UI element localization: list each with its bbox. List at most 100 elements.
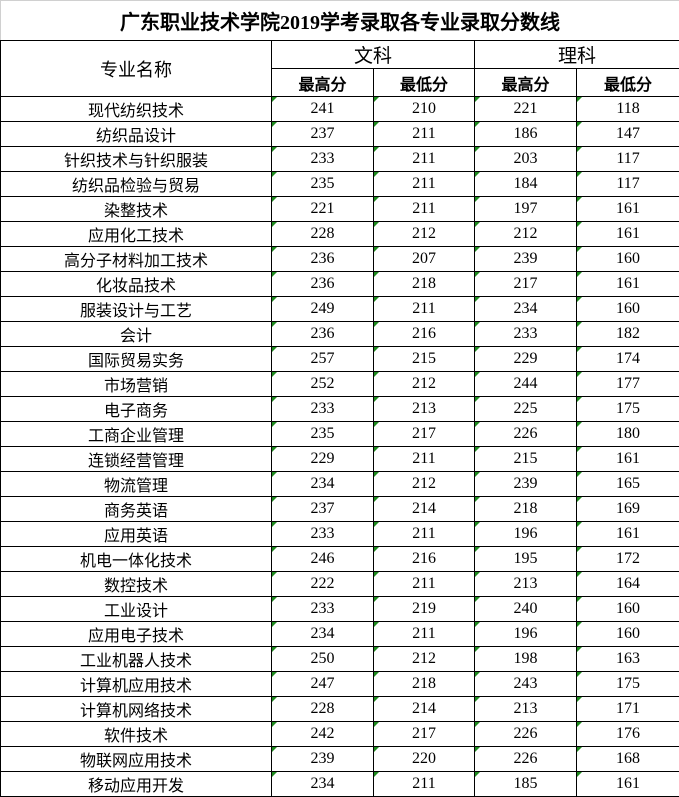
- cell-science-min: 182: [575, 321, 679, 347]
- cell-arts-max: 228: [271, 221, 374, 247]
- cell-major-name: 现代纺织技术: [0, 96, 272, 122]
- table-row: 会计 236 216 233 182: [0, 321, 679, 347]
- table-row: 应用电子技术 234 211 196 160: [0, 621, 679, 647]
- cell-arts-max: 222: [271, 571, 374, 597]
- header-science-min: 最低分: [575, 68, 679, 97]
- table-row: 数控技术 222 211 213 164: [0, 571, 679, 597]
- cell-science-max: 226: [474, 746, 577, 772]
- table-row: 计算机应用技术 247 218 243 175: [0, 671, 679, 697]
- table-row: 移动应用开发 234 211 185 161: [0, 771, 679, 797]
- cell-science-max: 195: [474, 546, 577, 572]
- cell-major-name: 电子商务: [0, 396, 272, 422]
- table-row: 物联网应用技术 239 220 226 168: [0, 746, 679, 772]
- cell-arts-max: 241: [271, 96, 374, 122]
- table-row: 工业机器人技术 250 212 198 163: [0, 646, 679, 672]
- table-row: 商务英语 237 214 218 169: [0, 496, 679, 522]
- cell-arts-min: 207: [373, 246, 475, 272]
- cell-major-name: 机电一体化技术: [0, 546, 272, 572]
- cell-science-max: 212: [474, 221, 577, 247]
- cell-arts-min: 210: [373, 96, 475, 122]
- cell-major-name: 计算机网络技术: [0, 696, 272, 722]
- cell-major-name: 纺织品设计: [0, 121, 272, 147]
- table-row: 物流管理 234 212 239 165: [0, 471, 679, 497]
- cell-science-max: 239: [474, 246, 577, 272]
- table-row: 软件技术 242 217 226 176: [0, 721, 679, 747]
- cell-arts-max: 221: [271, 196, 374, 222]
- table-row: 染整技术 221 211 197 161: [0, 196, 679, 222]
- cell-science-min: 169: [575, 496, 679, 522]
- cell-arts-min: 218: [373, 671, 475, 697]
- cell-major-name: 应用英语: [0, 521, 272, 547]
- cell-arts-max: 233: [271, 596, 374, 622]
- cell-science-min: 160: [575, 621, 679, 647]
- cell-science-min: 160: [575, 596, 679, 622]
- table-row: 工商企业管理 235 217 226 180: [0, 421, 679, 447]
- cell-science-max: 213: [474, 571, 577, 597]
- cell-science-min: 177: [575, 371, 679, 397]
- cell-arts-min: 211: [373, 171, 475, 197]
- cell-arts-max: 249: [271, 296, 374, 322]
- cell-science-max: 218: [474, 496, 577, 522]
- cell-science-max: 244: [474, 371, 577, 397]
- cell-arts-min: 217: [373, 721, 475, 747]
- header-arts: 文科: [271, 40, 475, 69]
- cell-science-min: 161: [575, 271, 679, 297]
- header-arts-min: 最低分: [373, 68, 475, 97]
- table-row: 高分子材料加工技术 236 207 239 160: [0, 246, 679, 272]
- cell-major-name: 针织技术与针织服装: [0, 146, 272, 172]
- cell-major-name: 化妆品技术: [0, 271, 272, 297]
- table-row: 计算机网络技术 228 214 213 171: [0, 696, 679, 722]
- cell-major-name: 工商企业管理: [0, 421, 272, 447]
- cell-science-max: 213: [474, 696, 577, 722]
- cell-science-min: 175: [575, 396, 679, 422]
- header-major-name: 专业名称: [0, 40, 272, 97]
- table-row: 现代纺织技术 241 210 221 118: [0, 96, 679, 122]
- cell-arts-min: 211: [373, 196, 475, 222]
- cell-major-name: 物流管理: [0, 471, 272, 497]
- cell-arts-max: 252: [271, 371, 374, 397]
- cell-arts-max: 246: [271, 546, 374, 572]
- cell-science-max: 185: [474, 771, 577, 797]
- cell-arts-max: 236: [271, 321, 374, 347]
- cell-science-min: 174: [575, 346, 679, 372]
- cell-arts-min: 213: [373, 396, 475, 422]
- cell-arts-max: 236: [271, 271, 374, 297]
- cell-arts-max: 234: [271, 471, 374, 497]
- table-row: 电子商务 233 213 225 175: [0, 396, 679, 422]
- cell-arts-max: 235: [271, 421, 374, 447]
- cell-science-max: 198: [474, 646, 577, 672]
- cell-science-min: 176: [575, 721, 679, 747]
- cell-science-min: 168: [575, 746, 679, 772]
- cell-arts-min: 220: [373, 746, 475, 772]
- cell-arts-min: 211: [373, 771, 475, 797]
- cell-arts-min: 216: [373, 546, 475, 572]
- cell-arts-max: 239: [271, 746, 374, 772]
- table-row: 应用英语 233 211 196 161: [0, 521, 679, 547]
- table-row: 连锁经营管理 229 211 215 161: [0, 446, 679, 472]
- cell-science-max: 229: [474, 346, 577, 372]
- cell-arts-min: 212: [373, 471, 475, 497]
- cell-science-max: 225: [474, 396, 577, 422]
- cell-arts-max: 235: [271, 171, 374, 197]
- cell-science-min: 163: [575, 646, 679, 672]
- table-row: 纺织品检验与贸易 235 211 184 117: [0, 171, 679, 197]
- cell-science-max: 233: [474, 321, 577, 347]
- cell-arts-max: 228: [271, 696, 374, 722]
- cell-science-min: 161: [575, 771, 679, 797]
- cell-science-min: 118: [575, 96, 679, 122]
- cell-science-min: 171: [575, 696, 679, 722]
- cell-arts-min: 211: [373, 446, 475, 472]
- cell-science-max: 226: [474, 721, 577, 747]
- cell-major-name: 移动应用开发: [0, 771, 272, 797]
- table-row: 针织技术与针织服装 233 211 203 117: [0, 146, 679, 172]
- cell-major-name: 应用化工技术: [0, 221, 272, 247]
- cell-science-min: 164: [575, 571, 679, 597]
- cell-science-min: 172: [575, 546, 679, 572]
- cell-science-min: 161: [575, 221, 679, 247]
- cell-major-name: 数控技术: [0, 571, 272, 597]
- cell-science-min: 161: [575, 196, 679, 222]
- cell-arts-max: 237: [271, 121, 374, 147]
- table-row: 服装设计与工艺 249 211 234 160: [0, 296, 679, 322]
- cell-science-max: 217: [474, 271, 577, 297]
